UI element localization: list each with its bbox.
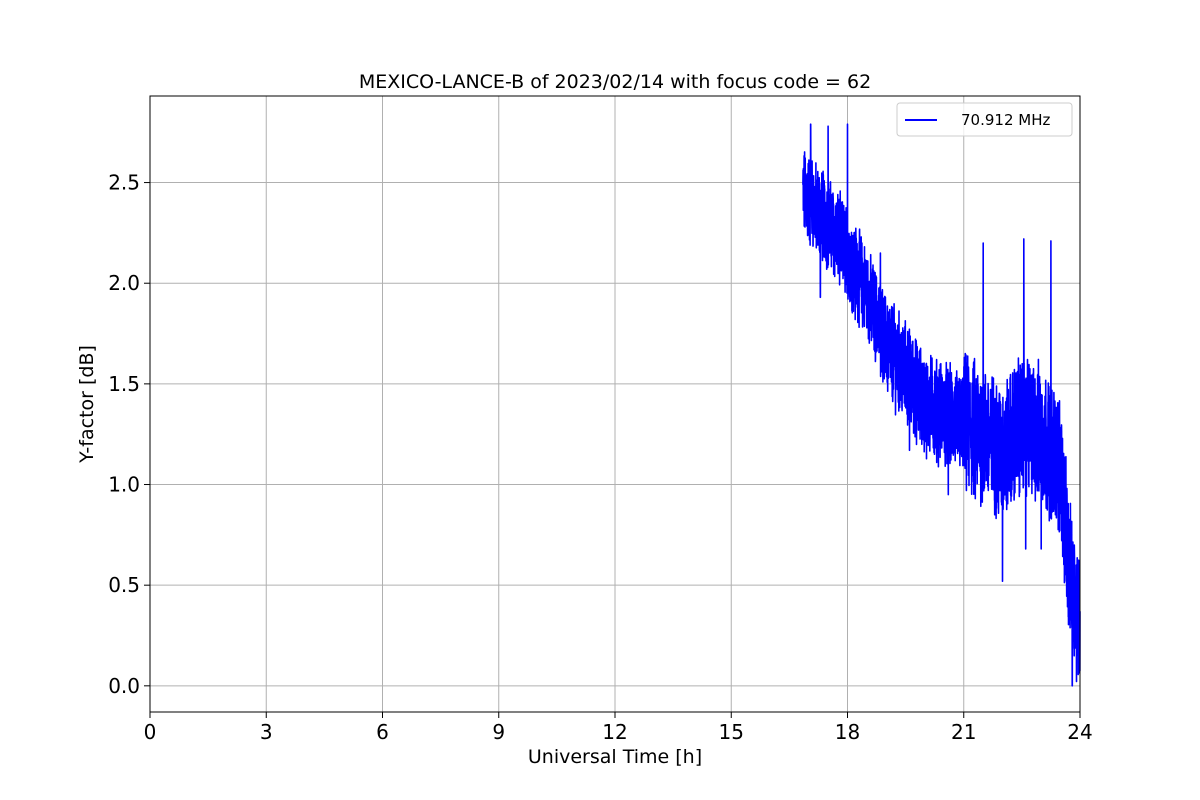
x-tick-label: 15 [719, 720, 744, 744]
y-tick-label: 0.0 [108, 674, 140, 698]
x-tick-label: 18 [835, 720, 860, 744]
ticks: 0 3 6 9 12 15 18 21 24 0.0 0.5 1.0 1.5 2.0 2.5 [108, 171, 1093, 744]
x-axis-label: Universal Time [h] [528, 746, 702, 768]
y-tick-label: 2.5 [108, 171, 140, 195]
y-tick-label: 2.0 [108, 271, 140, 295]
x-tick-label: 3 [260, 720, 273, 744]
legend-box [896, 102, 1073, 137]
series-layer [802, 123, 1081, 687]
x-tick-label: 6 [376, 720, 389, 744]
x-tick-label: 24 [1067, 720, 1092, 744]
x-tick-label: 21 [951, 720, 976, 744]
x-tick-label: 12 [602, 720, 627, 744]
chart-title: MEXICO-LANCE-B of 2023/02/14 with focus … [359, 71, 871, 93]
legend-label: 70.912 MHz [961, 111, 1050, 129]
series-line-70-912-mhz [802, 123, 1081, 687]
x-tick-label: 0 [144, 720, 157, 744]
y-tick-label: 0.5 [108, 573, 140, 597]
y-tick-label: 1.0 [108, 473, 140, 497]
legend: 70.912 MHz [896, 102, 1073, 137]
y-axis-label: Y-factor [dB] [76, 345, 98, 464]
y-tick-label: 1.5 [108, 372, 140, 396]
x-tick-label: 9 [492, 720, 505, 744]
